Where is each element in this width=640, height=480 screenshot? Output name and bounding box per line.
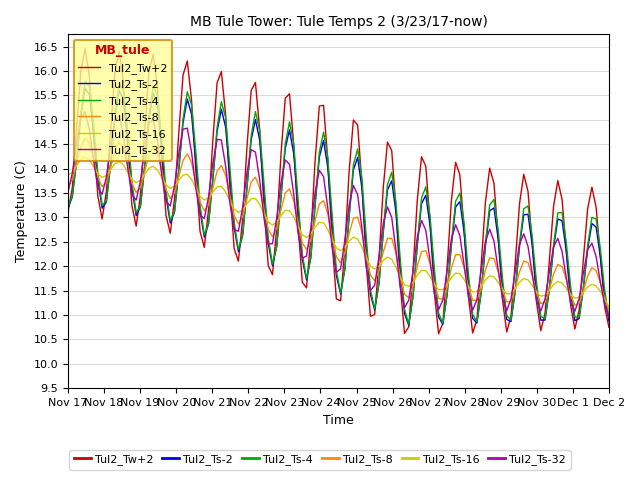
Line: Tul2_Ts-4: Tul2_Ts-4 <box>68 82 609 324</box>
Tul2_Ts-2 <box>349 167 357 173</box>
Tul2_Tw+2 <box>269 272 276 277</box>
Tul2_Ts-8 <box>290 198 298 204</box>
Tul2_Ts-4 <box>588 215 596 220</box>
Line: Tul2_Ts-32: Tul2_Ts-32 <box>68 112 609 317</box>
Tul2_Ts-16 <box>81 154 89 160</box>
Tul2_Ts-8 <box>532 290 540 296</box>
Tul2_Ts-4 <box>290 141 298 147</box>
Tul2_Ts-2 <box>81 85 89 91</box>
Tul2_Ts-2 <box>605 318 612 324</box>
Tul2_Ts-32 <box>349 183 357 189</box>
Tul2_Ts-32 <box>584 247 591 252</box>
Line: Tul2_Ts-16: Tul2_Ts-16 <box>68 157 609 307</box>
Tul2_Ts-8 <box>584 273 591 279</box>
Tul2_Ts-8 <box>64 183 72 189</box>
Tul2_Tw+2 <box>435 331 442 336</box>
Tul2_Ts-2 <box>200 234 208 240</box>
Tul2_Tw+2 <box>605 324 612 330</box>
Tul2_Tw+2 <box>64 209 72 215</box>
Line: Tul2_Ts-2: Tul2_Ts-2 <box>68 88 609 325</box>
Line: Tul2_Ts-8: Tul2_Ts-8 <box>68 138 609 310</box>
Tul2_Ts-4 <box>605 314 612 320</box>
Tul2_Ts-32 <box>605 314 612 320</box>
Tul2_Ts-32 <box>64 189 72 195</box>
Tul2_Ts-2 <box>405 323 413 328</box>
Title: MB Tule Tower: Tule Temps 2 (3/23/17-now): MB Tule Tower: Tule Temps 2 (3/23/17-now… <box>189 15 488 29</box>
Tul2_Ts-8 <box>81 135 89 141</box>
Tul2_Ts-16 <box>349 234 357 240</box>
Tul2_Ts-4 <box>405 321 413 327</box>
Tul2_Ts-2 <box>269 263 276 269</box>
Tul2_Ts-32 <box>290 191 298 197</box>
Tul2_Ts-16 <box>605 304 612 310</box>
Tul2_Ts-4 <box>81 79 89 84</box>
Legend: Tul2_Tw+2, Tul2_Ts-2, Tul2_Ts-4, Tul2_Ts-8, Tul2_Ts-16, Tul2_Ts-32: Tul2_Tw+2, Tul2_Ts-2, Tul2_Ts-4, Tul2_Ts… <box>74 40 172 160</box>
Tul2_Ts-8 <box>349 216 357 221</box>
Tul2_Ts-4 <box>64 204 72 209</box>
Tul2_Ts-16 <box>64 172 72 178</box>
Tul2_Tw+2 <box>81 46 89 51</box>
Tul2_Tw+2 <box>290 143 298 148</box>
Line: Tul2_Tw+2: Tul2_Tw+2 <box>68 48 609 334</box>
Tul2_Ts-16 <box>269 222 276 228</box>
Tul2_Ts-8 <box>605 307 612 313</box>
Tul2_Ts-2 <box>290 151 298 157</box>
Tul2_Tw+2 <box>200 244 208 250</box>
Tul2_Ts-32 <box>532 298 540 304</box>
Tul2_Ts-8 <box>269 234 276 240</box>
Tul2_Tw+2 <box>537 328 545 334</box>
Y-axis label: Temperature (C): Temperature (C) <box>15 160 28 262</box>
Tul2_Tw+2 <box>588 184 596 190</box>
Tul2_Ts-32 <box>200 216 208 221</box>
Tul2_Ts-4 <box>537 313 545 319</box>
Tul2_Ts-2 <box>588 221 596 227</box>
Tul2_Ts-4 <box>349 162 357 168</box>
X-axis label: Time: Time <box>323 414 354 427</box>
Tul2_Ts-16 <box>532 289 540 295</box>
Tul2_Ts-16 <box>290 214 298 220</box>
Tul2_Ts-8 <box>200 208 208 214</box>
Tul2_Ts-4 <box>269 261 276 267</box>
Legend: Tul2_Tw+2, Tul2_Ts-2, Tul2_Ts-4, Tul2_Ts-8, Tul2_Ts-16, Tul2_Ts-32: Tul2_Tw+2, Tul2_Ts-2, Tul2_Ts-4, Tul2_Ts… <box>69 450 571 469</box>
Tul2_Ts-32 <box>81 109 89 115</box>
Tul2_Ts-32 <box>269 241 276 247</box>
Tul2_Tw+2 <box>349 117 357 123</box>
Tul2_Ts-2 <box>537 317 545 323</box>
Tul2_Ts-16 <box>200 197 208 203</box>
Tul2_Ts-4 <box>200 232 208 238</box>
Tul2_Ts-16 <box>584 284 591 290</box>
Tul2_Ts-2 <box>64 205 72 211</box>
